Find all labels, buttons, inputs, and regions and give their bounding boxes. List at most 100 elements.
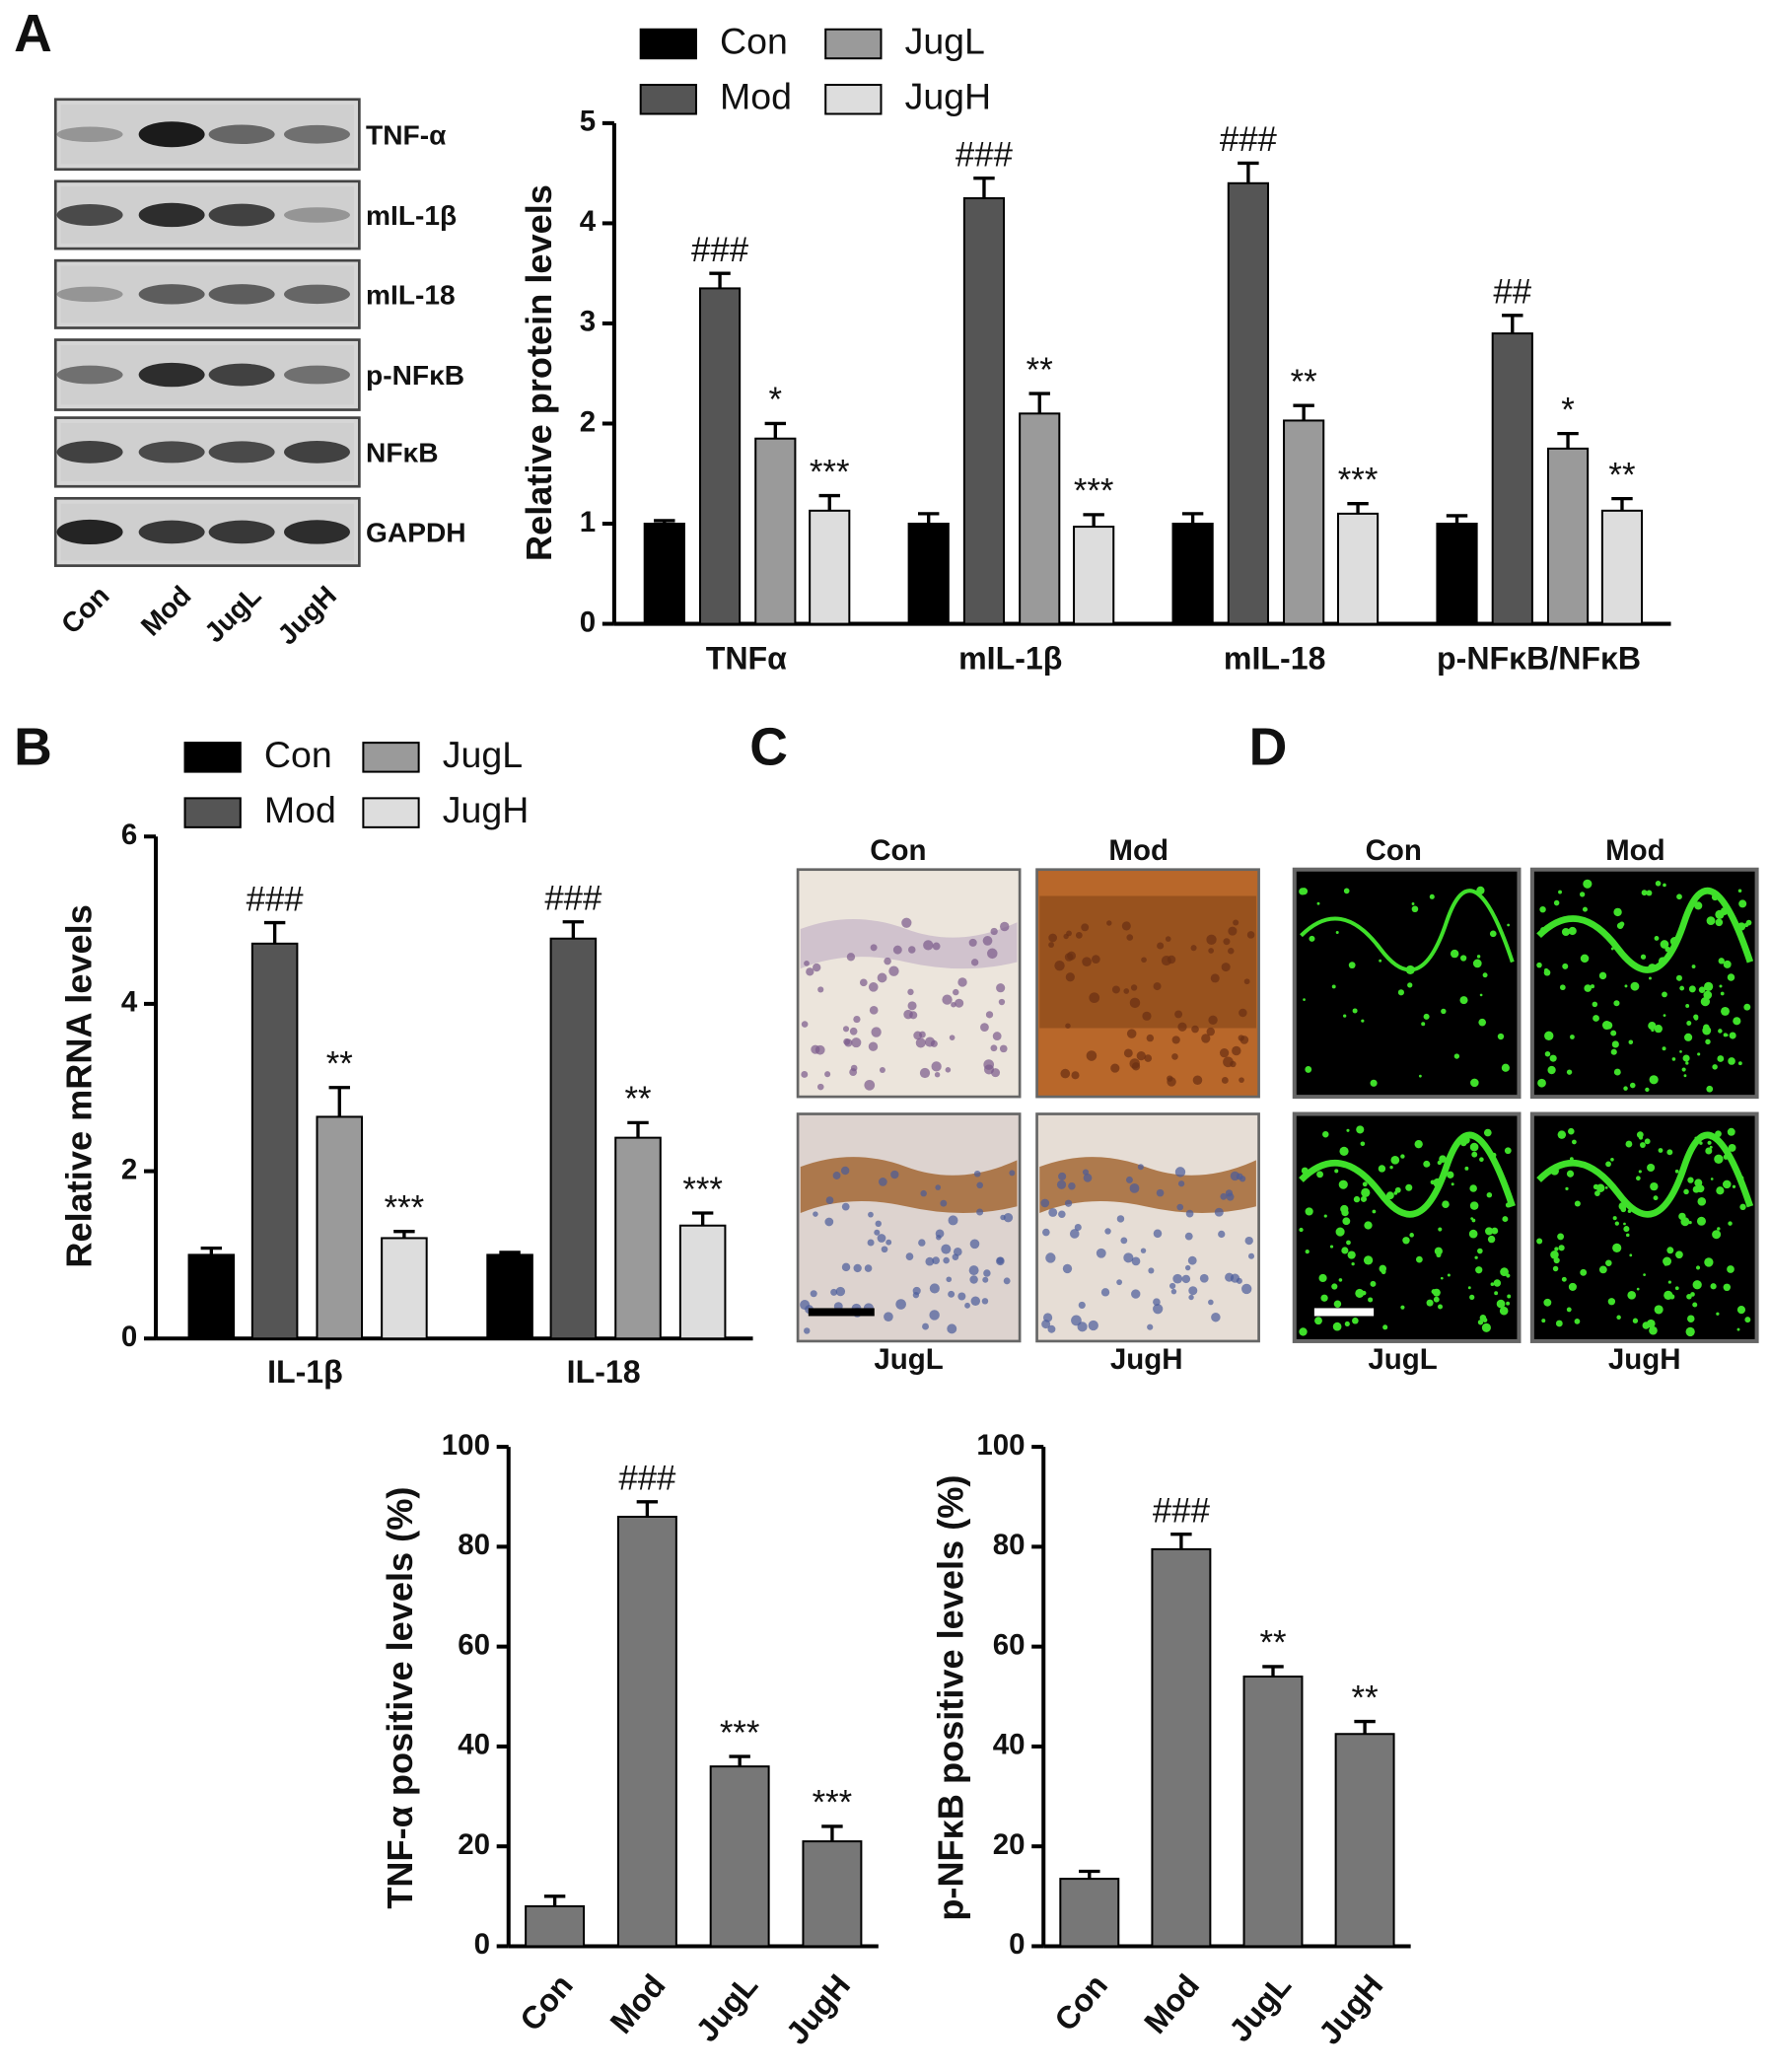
cell <box>875 1220 882 1228</box>
fluor-dot <box>1430 1179 1436 1185</box>
cell <box>1111 985 1120 994</box>
fluor-dot <box>1405 1183 1413 1191</box>
fluor-dot <box>1580 1268 1588 1276</box>
fluor-dot <box>1612 1243 1622 1252</box>
legend-label: JugL <box>905 20 985 61</box>
fluor-dot <box>1610 1157 1614 1162</box>
error-bar <box>1354 1719 1376 1735</box>
fluor-dot <box>1382 1324 1388 1330</box>
fluor-dot <box>1733 1017 1741 1026</box>
cell <box>1068 1181 1076 1190</box>
fluor-dot <box>1335 1227 1345 1237</box>
bar <box>250 942 299 1340</box>
fluor-dot <box>1697 1052 1701 1056</box>
fluor-dot <box>1342 1217 1351 1226</box>
cell <box>1226 1192 1235 1201</box>
fluor-dot <box>1690 1292 1695 1297</box>
fluor-dot <box>1601 1021 1611 1031</box>
fluor-dot <box>1570 1035 1575 1039</box>
cell <box>929 1310 940 1321</box>
cell <box>922 1322 929 1330</box>
cell <box>1058 1210 1066 1219</box>
fluor-dot <box>1557 1130 1567 1139</box>
fluor-dot <box>1372 1209 1377 1214</box>
fluor-dot <box>1625 1233 1630 1238</box>
fluor-dot <box>1469 1142 1479 1152</box>
epidermis <box>1039 895 1256 1029</box>
legend-swatch <box>362 742 420 773</box>
fluor-dot <box>1305 1174 1310 1179</box>
fluor-dot <box>1590 984 1594 989</box>
fluor-dot <box>1451 1182 1454 1186</box>
fluor-dot <box>1716 1312 1720 1316</box>
significance-label: *** <box>1338 461 1379 499</box>
fluor-label: JugL <box>1368 1343 1437 1376</box>
bar <box>1171 523 1214 625</box>
significance-label: ### <box>1153 1491 1211 1530</box>
cell <box>919 1031 926 1038</box>
cell <box>985 1011 994 1019</box>
fluor-dot <box>1654 1025 1663 1034</box>
cell <box>1246 931 1255 939</box>
fluor-edge <box>1536 1131 1754 1218</box>
cell <box>1048 1207 1058 1217</box>
fluor-dot <box>1727 973 1735 981</box>
fluor-dot <box>1723 1283 1732 1292</box>
fluor-dot <box>1625 1140 1633 1148</box>
cell <box>1065 972 1075 982</box>
cell <box>923 940 934 951</box>
fluor-dot <box>1346 1240 1351 1246</box>
fluor-dot <box>1323 1214 1327 1218</box>
fluor-dot <box>1653 1195 1659 1201</box>
legend-label: JugL <box>443 734 523 775</box>
blot-band <box>56 203 123 226</box>
fluor-dot <box>1566 1069 1573 1075</box>
x-tick-label: TNFα <box>706 641 787 677</box>
ihc-label: Con <box>870 834 926 867</box>
y-axis-label: p-NFκB positive levels (%) <box>931 1475 971 1921</box>
cell <box>1191 1025 1199 1034</box>
fluor-dot <box>1613 1000 1620 1007</box>
fluor-dot <box>1572 1139 1577 1145</box>
fluor-dot <box>1715 1130 1722 1138</box>
error-bar <box>1611 496 1633 511</box>
y-axis-label: Relative mRNA levels <box>59 904 100 1267</box>
fluor-dot <box>1702 1026 1712 1036</box>
cell <box>1167 1077 1176 1087</box>
cell <box>942 994 953 1005</box>
fluor-dot <box>1483 1128 1492 1137</box>
fluor-dot <box>1693 1014 1699 1020</box>
cell <box>817 986 824 993</box>
cell <box>1184 1232 1193 1241</box>
cell <box>849 1027 858 1036</box>
cell <box>969 1239 980 1250</box>
ihc-label: JugH <box>1110 1343 1183 1376</box>
cell <box>1058 1172 1067 1180</box>
fluor-dot <box>1362 1181 1368 1187</box>
blot-band <box>208 441 275 464</box>
cell <box>801 1071 809 1078</box>
bar <box>802 1840 863 1948</box>
fluor-dot <box>1671 1057 1676 1061</box>
cell <box>890 1170 899 1179</box>
cell <box>1192 1075 1203 1086</box>
fluor-dot <box>1506 1273 1511 1278</box>
lane-label: JugH <box>271 580 342 651</box>
blot-band <box>56 441 123 464</box>
cell <box>1206 1027 1215 1036</box>
fluor-dot <box>1716 1186 1725 1195</box>
fluor-dot <box>1543 1298 1552 1307</box>
fluor-dot <box>1462 1136 1470 1144</box>
error-bar <box>917 512 940 525</box>
fluor-dot <box>1636 1176 1641 1181</box>
cell <box>885 1239 892 1246</box>
blot-band <box>56 519 123 545</box>
fluor-dot <box>1644 1138 1651 1145</box>
fluor-dot <box>1496 1299 1506 1309</box>
y-tick-label: 0 <box>580 606 596 638</box>
fluor-dot <box>1598 971 1607 980</box>
fluor-dot <box>1648 964 1658 973</box>
cell <box>945 1067 952 1073</box>
significance-label: * <box>1561 391 1575 429</box>
fluor-dot <box>1691 965 1696 968</box>
